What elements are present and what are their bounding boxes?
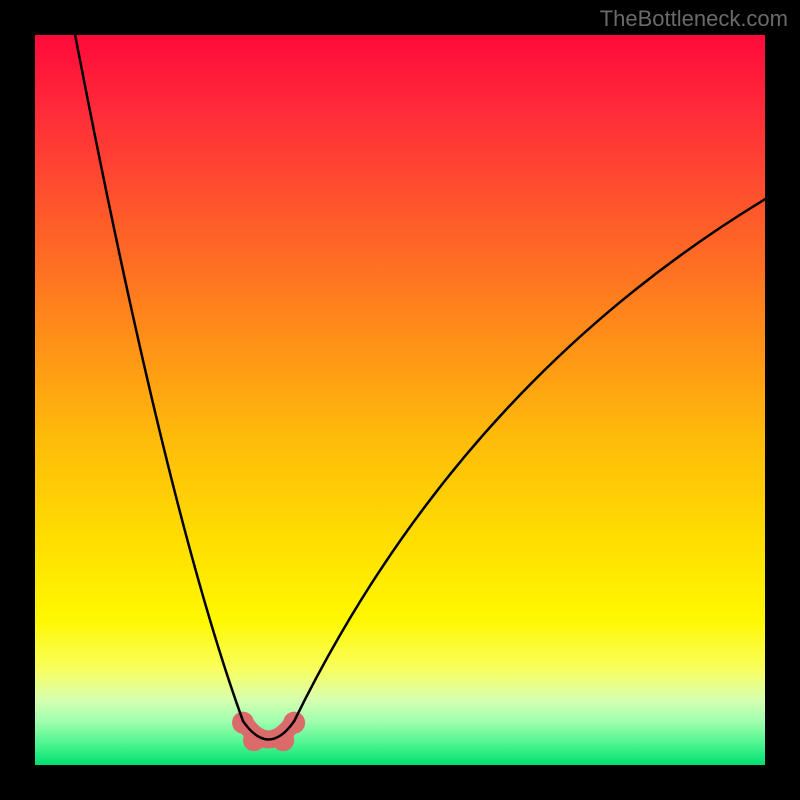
plot-area [35,35,765,765]
chart-container: TheBottleneck.com [0,0,800,800]
chart-svg [35,35,765,765]
watermark-text: TheBottleneck.com [600,6,788,32]
gradient-background [35,35,765,765]
